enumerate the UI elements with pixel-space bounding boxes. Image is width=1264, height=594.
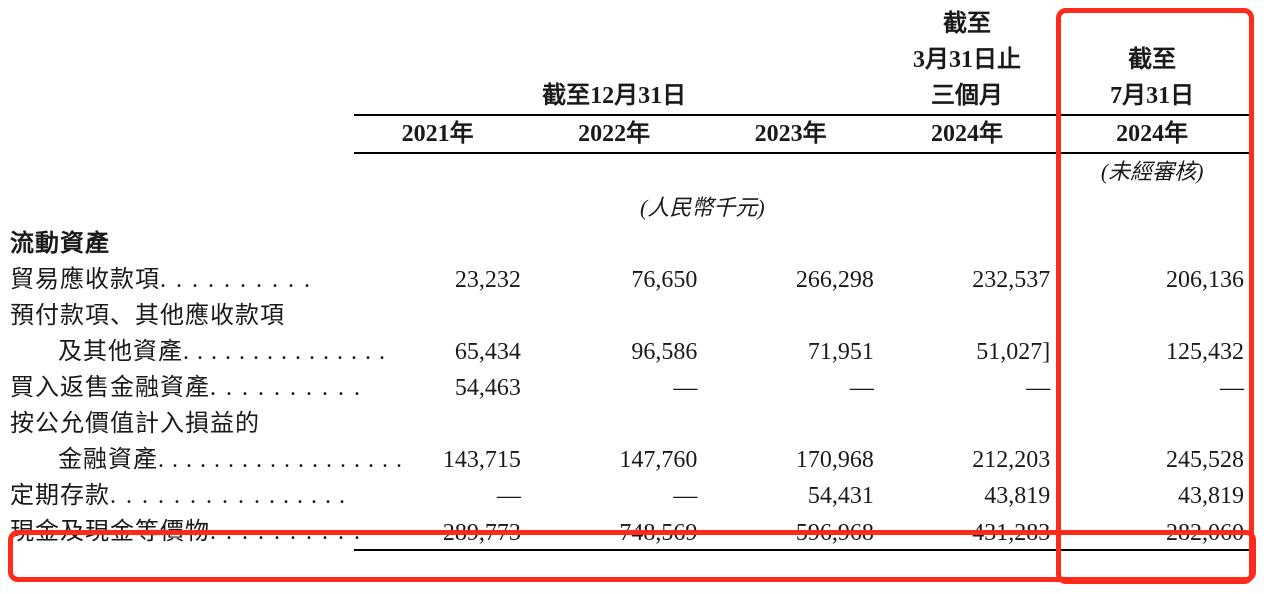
hdr-2021: 2021年 [354, 115, 530, 153]
header-row-1: 截至 [10, 6, 1254, 42]
cell-value: 23,232 [354, 262, 530, 298]
hdr-mar31-b: 3月31日止 [884, 42, 1060, 78]
hdr-jul31-a: 截至 [1060, 42, 1254, 78]
cell-value: 54,463 [354, 370, 530, 406]
header-row-2: 3月31日止 截至 [10, 42, 1254, 78]
section-title: 流動資產 [10, 226, 354, 262]
cell-value: 431,283 [884, 514, 1060, 550]
table-row-cash: 現金及現金等價物 289,773 748,569 596,968 431,283… [10, 514, 1254, 550]
row-label-fvpl-a: 按公允價值計入損益的 [10, 406, 354, 442]
cell-value: 43,819 [1060, 478, 1254, 514]
hdr-dec31: 截至12月31日 [354, 78, 883, 115]
row-label-time-dep: 定期存款 . . . . . . [10, 478, 354, 514]
hdr-2022: 2022年 [531, 115, 707, 153]
financial-table: 截至 3月31日止 截至 截至12月31日 三個月 7月31日 2021年 20… [10, 6, 1254, 551]
cell-value: — [531, 370, 707, 406]
table-row: 金融資產. . . . . . . . . . . . . . . . . . … [10, 442, 1254, 478]
cell-value: 71,951 [707, 334, 883, 370]
cell-value: 125,432 [1060, 334, 1254, 370]
financial-table-container: 截至 3月31日止 截至 截至12月31日 三個月 7月31日 2021年 20… [10, 6, 1254, 588]
table-row: 及其他資產. . . . . . . . . . . . . . . 65,43… [10, 334, 1254, 370]
cell-value: 245,528 [1060, 442, 1254, 478]
cell-value: — [1060, 370, 1254, 406]
row-label-prepay-b: 及其他資產. . . . . . . . . . . . . . . [10, 334, 354, 370]
cell-value: 282,060 [1060, 514, 1254, 550]
hdr-2023: 2023年 [707, 115, 883, 153]
cell-value: — [531, 478, 707, 514]
cell-value: 266,298 [707, 262, 883, 298]
cell-value: 232,537 [884, 262, 1060, 298]
cell-value: 51,027] [884, 334, 1060, 370]
row-label-prepay-a: 預付款項、其他應收款項 [10, 298, 354, 334]
header-row-unit: (人民幣千元) [10, 190, 1254, 226]
cell-value: 147,760 [531, 442, 707, 478]
table-row: 定期存款 . . . . . . — — 54,431 43,819 43,81… [10, 478, 1254, 514]
cell-value: 748,569 [531, 514, 707, 550]
hdr-2024b: 2024年 [1060, 115, 1254, 153]
cell-value: — [354, 478, 530, 514]
cell-value: — [884, 370, 1060, 406]
cell-value: 206,136 [1060, 262, 1254, 298]
header-row-audit: (未經審核) [10, 153, 1254, 190]
currency-unit: (人民幣千元) [354, 190, 1060, 226]
cell-value: 170,968 [707, 442, 883, 478]
hdr-2024a: 2024年 [884, 115, 1060, 153]
header-row-3: 截至12月31日 三個月 7月31日 [10, 78, 1254, 115]
table-row: 貿易應收款項 23,232 76,650 266,298 232,537 206… [10, 262, 1254, 298]
hdr-jul31-b: 7月31日 [1060, 78, 1254, 115]
table-row: 買入返售金融資產 54,463 — — — — [10, 370, 1254, 406]
cell-value: 212,203 [884, 442, 1060, 478]
cell-value: — [707, 370, 883, 406]
row-label-trade-recv: 貿易應收款項 [10, 262, 354, 298]
section-row: 流動資產 [10, 226, 1254, 262]
cell-value: 289,773 [354, 514, 530, 550]
cell-value: 54,431 [707, 478, 883, 514]
row-label-repo: 買入返售金融資產 [10, 370, 354, 406]
cell-value: 43,819 [884, 478, 1060, 514]
table-row: 預付款項、其他應收款項 [10, 298, 1254, 334]
unaudited-label: (未經審核) [1060, 153, 1254, 190]
row-label-cash: 現金及現金等價物 [10, 514, 354, 550]
cell-value: 76,650 [531, 262, 707, 298]
header-row-years: 2021年 2022年 2023年 2024年 2024年 [10, 115, 1254, 153]
cell-value: 596,968 [707, 514, 883, 550]
row-label-fvpl-b: 金融資產. . . . . . . . . . . . . . . . . . [10, 442, 354, 478]
hdr-mar31-c: 三個月 [884, 78, 1060, 115]
hdr-mar31-a: 截至 [884, 6, 1060, 42]
cell-value: 96,586 [531, 334, 707, 370]
table-row: 按公允價值計入損益的 [10, 406, 1254, 442]
